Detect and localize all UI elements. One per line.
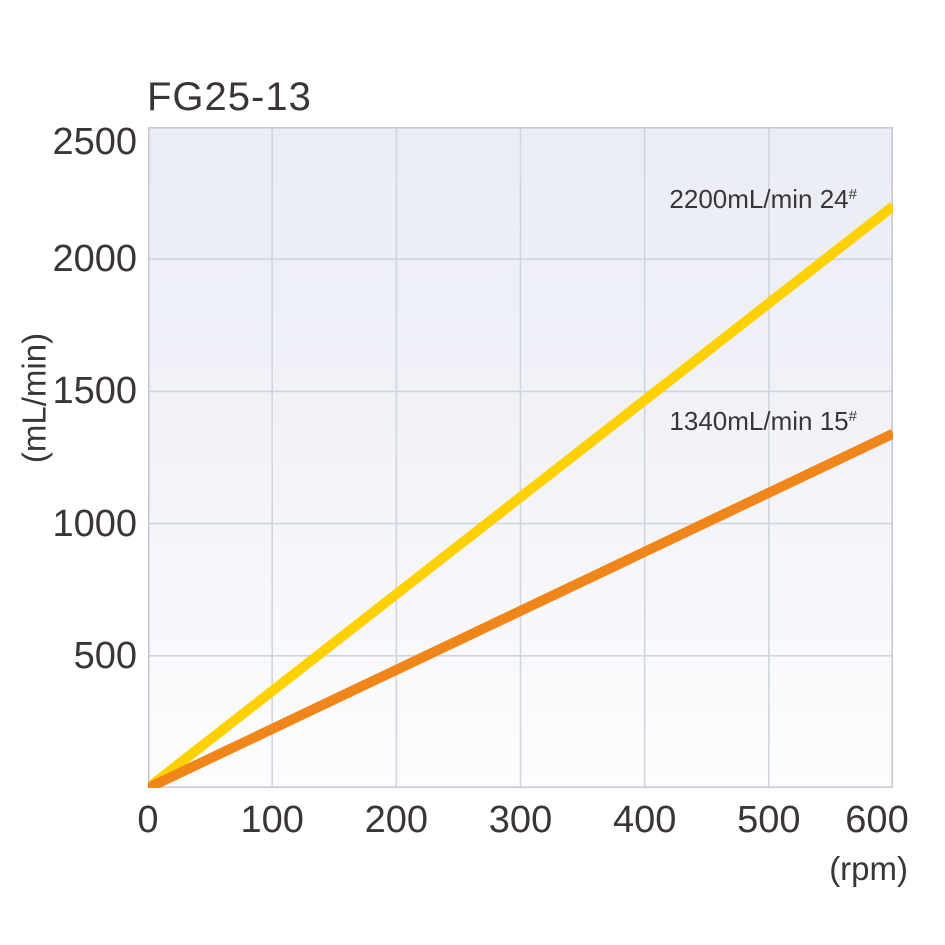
y-tick-label: 500	[73, 634, 137, 677]
tubing-size-superscript: #	[848, 408, 857, 425]
plot-area	[148, 127, 893, 788]
plot-canvas	[148, 127, 893, 788]
y-tick-label: 2500	[52, 121, 137, 163]
plot-border	[148, 127, 893, 788]
y-tick-label: 1000	[52, 502, 137, 545]
y-axis-unit-label: (mL/min)	[15, 332, 53, 464]
chart-title: FG25-13	[147, 75, 312, 119]
x-tick-label: 100	[240, 799, 304, 841]
x-axis-unit-label: (rpm)	[829, 850, 908, 887]
x-tick-label: 400	[612, 799, 677, 841]
annotation-text: 2200mL/min 24	[669, 184, 849, 214]
x-tick-label: 200	[364, 799, 429, 841]
y-tick-label: 1500	[52, 370, 137, 413]
series-line-tubing-15	[148, 429, 893, 788]
tubing-size-superscript: #	[848, 186, 857, 203]
y-tick-label: 2000	[52, 238, 137, 281]
x-tick-label: 600	[845, 799, 909, 841]
series-annotation-2200: 2200mL/min 24#	[669, 186, 857, 212]
series-annotation-1340: 1340mL/min 15#	[669, 408, 857, 434]
x-tick-label: 500	[737, 799, 801, 841]
annotation-text: 1340mL/min 15	[669, 406, 849, 436]
x-tick-label: 0	[137, 799, 159, 841]
x-tick-label: 300	[488, 799, 553, 841]
series-line-tubing-24	[148, 202, 893, 788]
